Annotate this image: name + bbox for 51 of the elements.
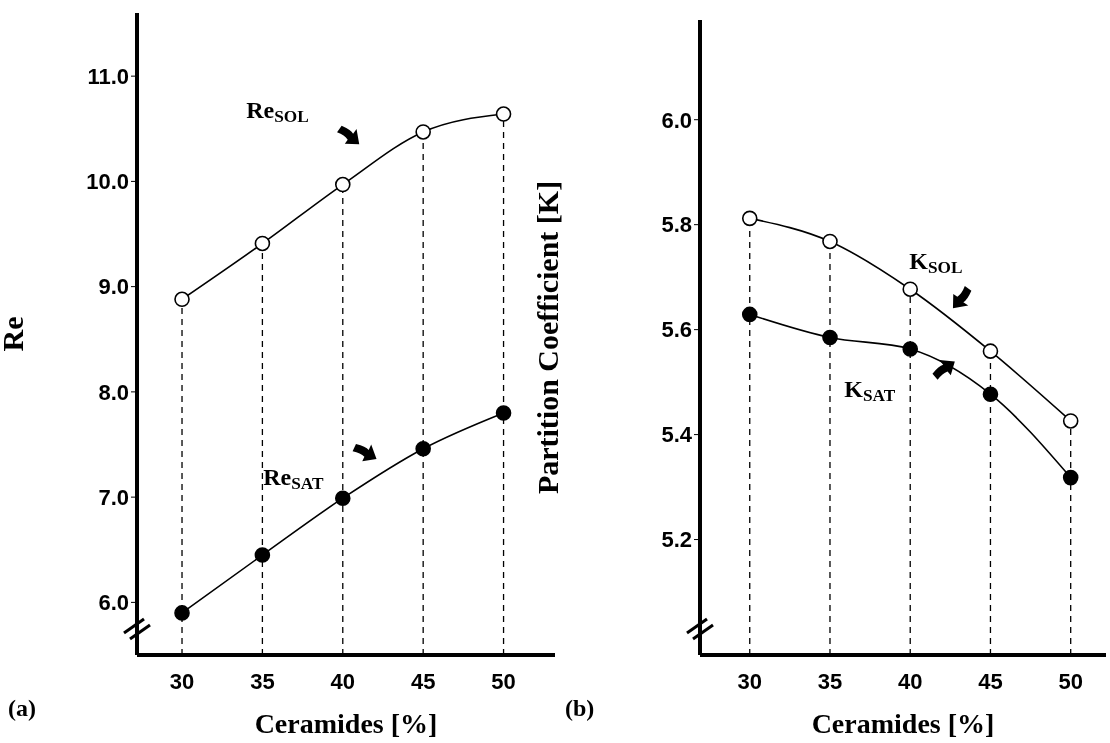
point (415, 440, 431, 457)
y-tick-label: 7.0 (98, 484, 129, 510)
series-label: Re$_{SAT}$ (263, 463, 324, 493)
x-tick-label: 35 (817, 668, 843, 694)
text: (a) (8, 695, 36, 722)
point (822, 329, 838, 346)
x-tick-label: 50 (1058, 668, 1083, 694)
y-tick-label: 11.0 (87, 63, 129, 89)
point (174, 291, 190, 308)
point (415, 124, 431, 140)
point (495, 405, 512, 421)
x-tick-label: 45 (978, 668, 1003, 694)
point (334, 490, 351, 506)
x-tick-label: 35 (250, 668, 275, 694)
y-tick-label: 6.0 (98, 590, 129, 616)
text: (b) (565, 695, 595, 722)
y-tick-label: 9.0 (98, 274, 129, 300)
x-axis-title: Ceramides [%] (811, 708, 995, 739)
x-tick-label: 50 (491, 668, 516, 694)
point (822, 233, 838, 250)
point (254, 547, 271, 563)
point (1062, 469, 1079, 486)
y-axis-title: Re (0, 316, 29, 352)
series-label: K$_{SOL}$ (909, 248, 963, 278)
x-tick-label: 40 (897, 668, 923, 694)
y-axis-title: Partition Coefficient [K] (530, 180, 564, 495)
point (982, 386, 999, 402)
y-tick-label: 5.8 (661, 212, 692, 238)
x-tick-label: 30 (169, 668, 195, 694)
x-tick-label: 40 (330, 668, 356, 694)
x-tick-label: 45 (410, 668, 436, 694)
y-tick-label: 5.2 (661, 527, 692, 553)
x-axis-title: Ceramides [%] (254, 708, 438, 739)
y-tick-label: 5.4 (661, 422, 693, 448)
point (334, 176, 351, 193)
series-label: K$_{SAT}$ (844, 376, 896, 406)
y-tick-label: 10.0 (86, 169, 129, 195)
y-tick-label: 6.0 (661, 107, 692, 133)
point (1062, 413, 1079, 429)
point (741, 306, 758, 323)
point (982, 343, 999, 359)
point (741, 210, 758, 227)
point (254, 235, 271, 252)
point (902, 341, 919, 357)
point (174, 605, 190, 621)
x-tick-label: 30 (737, 668, 762, 694)
text: Re$_{SOL}$ (246, 96, 309, 127)
point (902, 281, 919, 298)
y-tick-label: 8.0 (98, 379, 129, 405)
point (495, 106, 512, 122)
y-tick-label: 5.6 (661, 317, 692, 343)
